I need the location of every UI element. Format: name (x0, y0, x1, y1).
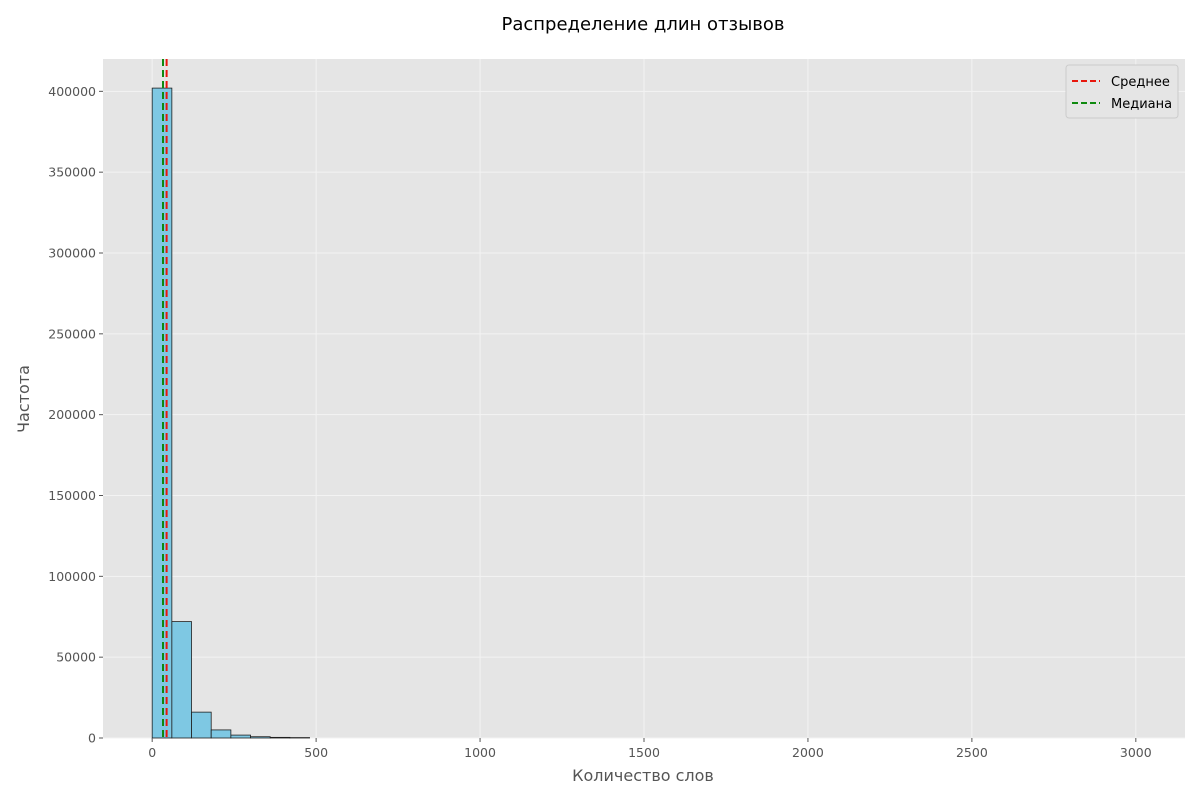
y-axis-ticks: 0 50000 100000 150000 200000 250000 300000 3500… (48, 84, 103, 746)
y-tick-label: 100000 (48, 569, 96, 584)
histogram-bar (270, 737, 290, 738)
x-tick-label: 1000 (464, 745, 496, 760)
y-tick-label: 200000 (48, 407, 96, 422)
histogram-bar (211, 730, 231, 738)
x-tick-label: 1500 (628, 745, 660, 760)
y-tick-label: 250000 (48, 326, 96, 341)
histogram-bar (251, 737, 271, 738)
histogram-bar (172, 622, 192, 738)
chart-title: Распределение длин отзывов (501, 14, 784, 35)
x-tick-label: 500 (304, 745, 328, 760)
y-axis-title: Частота (14, 365, 33, 433)
legend-label: Среднее (1111, 75, 1170, 90)
y-tick-label: 150000 (48, 488, 96, 503)
x-tick-label: 3000 (1120, 745, 1152, 760)
y-tick-label: 50000 (56, 650, 96, 665)
x-axis-ticks: 0 500 1000 1500 2000 2500 3000 (148, 738, 1152, 760)
histogram-bar (231, 735, 251, 738)
y-tick-label: 350000 (48, 165, 96, 180)
x-tick-label: 0 (148, 745, 156, 760)
x-axis-title: Количество слов (572, 766, 714, 785)
x-tick-label: 2500 (956, 745, 988, 760)
y-tick-label: 0 (88, 731, 96, 746)
histogram-bar (192, 712, 212, 738)
y-tick-label: 400000 (48, 84, 96, 99)
legend: Среднее Медиана (1066, 65, 1178, 118)
x-tick-label: 2000 (792, 745, 824, 760)
legend-label: Медиана (1111, 97, 1172, 112)
y-tick-label: 300000 (48, 246, 96, 261)
